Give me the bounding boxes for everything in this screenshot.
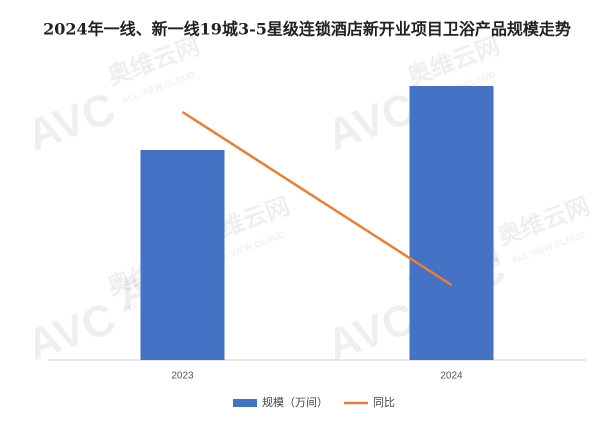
watermark: 奥维云网	[494, 192, 594, 251]
bar	[140, 150, 225, 360]
watermark: AVC	[321, 84, 422, 161]
legend-swatch	[233, 399, 257, 407]
chart-title: 2024年一线、新一线19城3-5星级连锁酒店新开业项目卫浴产品规模走势	[43, 20, 571, 39]
watermark: AVC	[21, 294, 122, 371]
legend-label: 同比	[373, 396, 395, 409]
watermark: AVC	[321, 294, 422, 371]
x-tick-label: 2023	[171, 371, 194, 382]
bar	[409, 86, 494, 360]
line	[181, 110, 453, 287]
legend-label: 规模（万间）	[262, 395, 328, 409]
watermark: AVC	[21, 84, 122, 161]
watermark: 奥维云网	[104, 32, 204, 91]
watermark: 奥维云网	[404, 32, 504, 91]
x-tick-label: 2024	[440, 371, 463, 382]
